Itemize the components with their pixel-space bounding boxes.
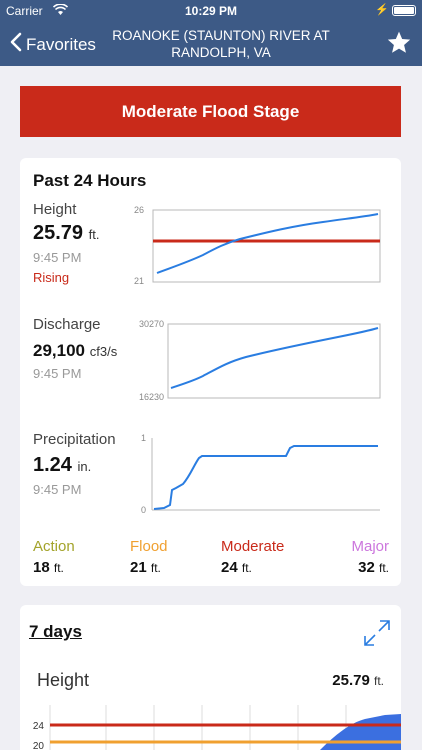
discharge-time: 9:45 PM [33, 366, 82, 381]
height-sparkline: 26 21 [134, 205, 381, 286]
back-button[interactable]: Favorites [10, 32, 96, 57]
precipitation-time: 9:45 PM [33, 482, 82, 497]
height-trend: Rising [33, 270, 70, 285]
charging-icon: ⚡ [375, 4, 389, 16]
height-chart-frame [152, 209, 381, 283]
star-icon [387, 31, 411, 53]
stage-action-label: Action [33, 538, 75, 555]
clock: 10:29 PM [184, 4, 238, 18]
tick-label: 20 [33, 741, 45, 750]
status-bar: Carrier 10:29 PM ⚡ [0, 0, 422, 22]
precipitation-axis-min: 0 [141, 505, 146, 515]
seven-days-height-value: 25.79 ft. [332, 672, 384, 689]
height-axis-max: 26 [134, 205, 144, 215]
discharge-sparkline: 30270 16230 [139, 319, 381, 402]
flood-stage-text: Moderate Flood Stage [121, 101, 300, 121]
card-title: Past 24 Hours [33, 171, 147, 190]
stage-major-value: 32 ft. [358, 559, 389, 576]
battery-icon [392, 5, 416, 16]
back-label: Favorites [26, 34, 96, 54]
discharge-axis-min: 16230 [139, 392, 164, 402]
discharge-axis-max: 30270 [139, 319, 164, 329]
expand-button[interactable] [361, 617, 393, 654]
seven-days-chart: 24 20 [33, 705, 401, 750]
expand-icon [364, 620, 390, 646]
discharge-label: Discharge [33, 316, 101, 333]
stage-flood-label: Flood [130, 538, 168, 555]
discharge-value: 29,100 cf3/s [33, 341, 118, 360]
stage-moderate-label: Moderate [221, 538, 285, 555]
height-label: Height [33, 201, 77, 218]
stage-moderate-value: 24 ft. [221, 559, 252, 576]
precipitation-sparkline: 1 0 [141, 433, 380, 515]
precipitation-label: Precipitation [33, 431, 116, 448]
height-series-line [156, 213, 379, 274]
chevron-left-icon [10, 32, 22, 57]
height-area [320, 714, 401, 750]
stage-flood-value: 21 ft. [130, 559, 161, 576]
precipitation-axis-max: 1 [141, 433, 146, 443]
height-time: 9:45 PM [33, 250, 82, 265]
discharge-series-line [170, 327, 379, 389]
navigation-bar: Favorites ROANOKE (STAUNTON) RIVER AT RA… [0, 22, 422, 66]
carrier-label: Carrier [6, 4, 43, 18]
precipitation-series-line [153, 445, 378, 510]
past-24-hours-card: Past 24 Hours Height 25.79 ft. 9:45 PM R… [20, 158, 401, 586]
precipitation-value: 1.24 in. [33, 454, 92, 476]
height-axis-min: 21 [134, 276, 144, 286]
height-value: 25.79 ft. [33, 222, 100, 244]
stage-action-value: 18 ft. [33, 559, 64, 576]
flood-stage-banner: Moderate Flood Stage [20, 86, 401, 137]
stage-major-label: Major [351, 538, 389, 555]
wifi-icon [52, 3, 69, 19]
seven-days-link[interactable]: 7 days [29, 622, 82, 641]
tick-label: 24 [33, 721, 45, 732]
seven-days-height-label: Height [37, 670, 90, 690]
favorite-star-button[interactable] [386, 30, 412, 61]
page-title: ROANOKE (STAUNTON) RIVER AT RANDOLPH, VA [112, 28, 330, 60]
seven-days-card: 7 days Height 25.79 ft. 24 20 [20, 605, 401, 750]
